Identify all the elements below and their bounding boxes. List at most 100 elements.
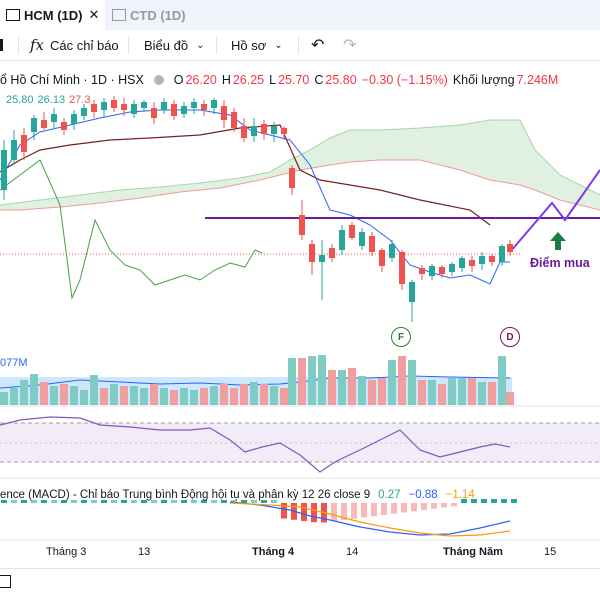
- volume-bar-up: [428, 380, 436, 405]
- indicator-value: 25.80: [6, 94, 34, 106]
- volume-bar-down: [40, 382, 48, 405]
- candle-body-up: [131, 104, 137, 114]
- xaxis-label: Tháng 4: [252, 546, 295, 558]
- volume-bar-down: [240, 384, 248, 405]
- candle-body-up: [409, 282, 415, 302]
- macd-hist-bar: [161, 500, 167, 503]
- macd-hist-bar: [481, 499, 487, 503]
- tab-bar: HCM (1D) ✕ CTD (1D): [0, 0, 600, 31]
- volume-bar-up: [388, 360, 396, 405]
- macd-hist-bar: [251, 500, 257, 503]
- macd-title: ence (MACD) - Chỉ báo Trung bình Động hộ…: [0, 489, 371, 501]
- macd-hist-bar: [131, 500, 137, 503]
- toolbar: fx Các chỉ báo Biểu đồ ⌄ Hồ sơ ⌄ ↶ ↷: [0, 30, 600, 61]
- volume-bar-up: [270, 386, 278, 405]
- buy-point-label[interactable]: Điểm mua: [530, 256, 590, 270]
- candle-body-down: [507, 244, 513, 252]
- candle-body-up: [101, 102, 107, 110]
- macd-hist-bar: [491, 499, 497, 503]
- profile-label: Hồ sơ: [231, 37, 267, 53]
- tab-ctd[interactable]: CTD (1D): [106, 0, 196, 30]
- chart-type-label: Biểu đồ: [144, 37, 189, 53]
- volume-bar-down: [398, 356, 406, 405]
- change-value: −0.30 (−1.15%): [361, 73, 448, 87]
- macd-hist-bar: [421, 503, 427, 510]
- candle-body-up: [449, 264, 455, 272]
- macd-hist-bar: [41, 500, 47, 503]
- volume-bar-up: [10, 388, 18, 405]
- tab-hcm[interactable]: HCM (1D) ✕: [0, 0, 105, 30]
- macd-hist-bar: [81, 500, 87, 503]
- volume-bar-down: [298, 358, 306, 405]
- symbol-legend: ổ Hồ Chí Minh · 1D · HSX O 26.20 H 26.25…: [0, 73, 563, 87]
- macd-hist-bar: [361, 503, 367, 518]
- tab-ctd-label: CTD (1D): [130, 7, 186, 23]
- candle-body-up: [51, 114, 57, 122]
- candle-body-down: [111, 100, 117, 108]
- volume-value: 7.246M: [516, 73, 559, 87]
- calendar-icon[interactable]: [0, 575, 11, 588]
- candle-body-down: [281, 128, 287, 134]
- candle-body-up: [339, 230, 345, 250]
- tab-hcm-label: HCM (1D): [24, 7, 83, 23]
- close-icon[interactable]: ✕: [88, 7, 100, 22]
- candle-body-down: [241, 126, 247, 138]
- candle-body-down: [221, 106, 227, 120]
- indicator-value: 27.3: [69, 94, 91, 106]
- profile-button[interactable]: Hồ sơ ⌄: [231, 30, 283, 60]
- volume-bar-down: [506, 392, 514, 405]
- candle-body-up: [191, 102, 197, 108]
- volume-bar-down: [438, 384, 446, 405]
- macd-hist-bar: [401, 503, 407, 513]
- candle-body-down: [419, 268, 425, 274]
- annotation-f[interactable]: F: [391, 327, 411, 347]
- candle-body-down: [231, 112, 237, 128]
- volume-bar-down: [468, 378, 476, 405]
- volume-bar-up: [110, 384, 118, 405]
- macd-signal-value: −0.88: [408, 489, 438, 501]
- chart-type-button[interactable]: Biểu đồ ⌄: [144, 30, 204, 60]
- volume-bar-up: [288, 358, 296, 405]
- macd-histogram: [1, 499, 517, 523]
- cloud-edge-green: [0, 119, 600, 206]
- candle-body-down: [21, 135, 27, 152]
- candle-body-down: [91, 104, 97, 112]
- macd-hist-bar: [351, 503, 357, 519]
- macd-legend: ence (MACD) - Chỉ báo Trung bình Động hộ…: [0, 489, 475, 501]
- chevron-down-icon: ⌄: [196, 39, 205, 51]
- volume-bar-up: [358, 376, 366, 405]
- candle-body-down: [121, 104, 127, 110]
- volume-bar-down: [220, 384, 228, 405]
- rsi-line: [0, 416, 511, 473]
- redo-icon[interactable]: ↷: [343, 37, 357, 54]
- macd-hist-bar: [451, 503, 457, 507]
- macd-hist-bar: [201, 500, 207, 503]
- annotation-d[interactable]: D: [500, 327, 520, 347]
- projection-path[interactable]: [509, 169, 600, 253]
- bottom-toolbar: [0, 568, 600, 601]
- candle-body-down: [489, 256, 495, 262]
- volume-bar-down: [150, 384, 158, 405]
- indicators-button[interactable]: fx Các chỉ báo: [30, 30, 119, 60]
- indicator-value: 26.13: [37, 94, 66, 106]
- menu-icon[interactable]: [0, 30, 6, 60]
- macd-hist-bar: [221, 500, 227, 503]
- volume-bar-up: [250, 382, 258, 405]
- macd-hist-bar: [111, 500, 117, 503]
- macd-hist-bar: [441, 503, 447, 508]
- macd-hist-bar: [141, 500, 147, 503]
- macd-hist-bar: [61, 500, 67, 503]
- candle-body-up: [161, 102, 167, 110]
- chevron-down-icon: ⌄: [274, 39, 283, 51]
- volume-bar-up: [80, 390, 88, 405]
- volume-bar-down: [488, 382, 496, 405]
- macd-hist-bar: [1, 500, 7, 503]
- volume-readout: 077M: [0, 357, 28, 369]
- volume-bar-down: [348, 368, 356, 405]
- undo-icon[interactable]: ↶: [311, 37, 325, 54]
- buy-arrow-icon[interactable]: [550, 232, 566, 250]
- candle-body-down: [61, 122, 67, 130]
- macd-hist-bar: [281, 503, 287, 519]
- macd-hist-bar: [331, 503, 337, 522]
